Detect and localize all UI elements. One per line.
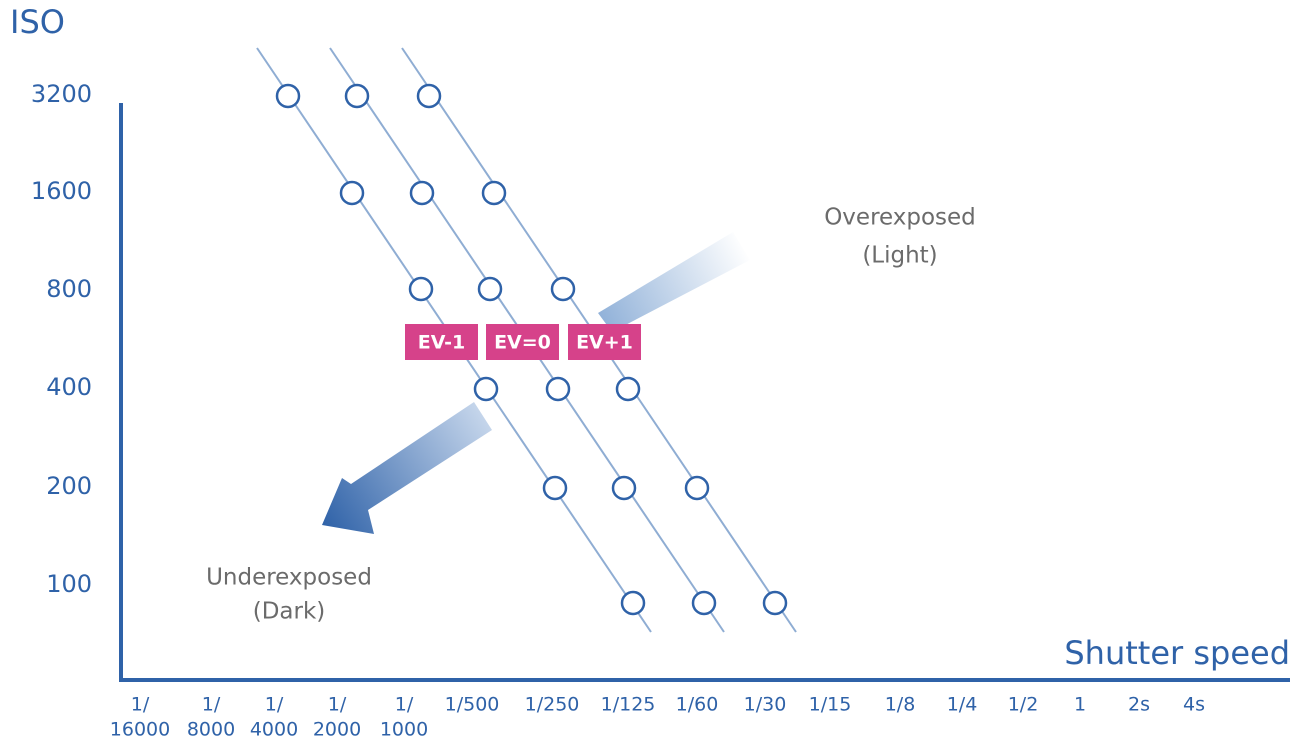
annotation: (Dark) (253, 599, 326, 625)
ev-label: EV-1 (418, 332, 465, 354)
x-label: 1/8 (885, 694, 916, 716)
x-label: 1/2 (1008, 694, 1039, 716)
x-label: 1/ (395, 694, 414, 716)
ev-badge (568, 324, 641, 360)
ev-badge (486, 324, 559, 360)
x-label: 1/ (202, 694, 221, 716)
x-label: 4000 (250, 719, 298, 741)
x-label: 4s (1183, 694, 1205, 716)
exposure-point (408, 276, 434, 302)
y-label: 800 (46, 275, 92, 303)
x-label: 2s (1128, 694, 1150, 716)
x-label: 1/500 (445, 694, 500, 716)
exposure-point (473, 376, 499, 402)
exposure-point (684, 475, 710, 501)
x-label: 1/250 (525, 694, 580, 716)
y-label: 200 (46, 472, 92, 500)
x-label: 1/ (131, 694, 150, 716)
y-axis-title: ISO (10, 3, 65, 41)
x-label: 1000 (380, 719, 428, 741)
exposure-point (344, 83, 370, 109)
exposure-point (477, 276, 503, 302)
exposure-point (762, 590, 788, 616)
exposure-point (481, 180, 507, 206)
y-label: 3200 (31, 80, 92, 108)
exposure-point (611, 475, 637, 501)
x-label: 1/ (265, 694, 284, 716)
y-label: 400 (46, 373, 92, 401)
x-label: 1/125 (601, 694, 656, 716)
exposure-point (416, 83, 442, 109)
x-label: 1/30 (744, 694, 787, 716)
overexposed-arrow (598, 232, 750, 332)
x-label: 8000 (187, 719, 235, 741)
exposure-point (409, 180, 435, 206)
x-label: 1/15 (809, 694, 852, 716)
exposure-point (620, 590, 646, 616)
exposure-point (542, 475, 568, 501)
exposure-point (275, 83, 301, 109)
annotation: Underexposed (206, 565, 372, 591)
x-label: 2000 (313, 719, 361, 741)
x-label: 1/60 (676, 694, 719, 716)
exposure-point (545, 376, 571, 402)
exposure-point (615, 376, 641, 402)
x-label: 1 (1074, 694, 1086, 716)
ev-label: EV+1 (576, 332, 633, 354)
x-label: 1/ (328, 694, 347, 716)
x-label: 1/4 (947, 694, 978, 716)
x-label: 16000 (110, 719, 170, 741)
ev-label: EV=0 (494, 332, 551, 354)
exposure-point (339, 180, 365, 206)
ev-badge (405, 324, 478, 360)
underexposed-arrow (322, 402, 492, 534)
y-label: 1600 (31, 177, 92, 205)
exposure-point (691, 590, 717, 616)
exposure-point (550, 276, 576, 302)
x-axis-title: Shutter speed (1064, 634, 1290, 672)
y-label: 100 (46, 570, 92, 598)
annotation: Overexposed (824, 205, 976, 231)
annotation: (Light) (862, 243, 937, 269)
